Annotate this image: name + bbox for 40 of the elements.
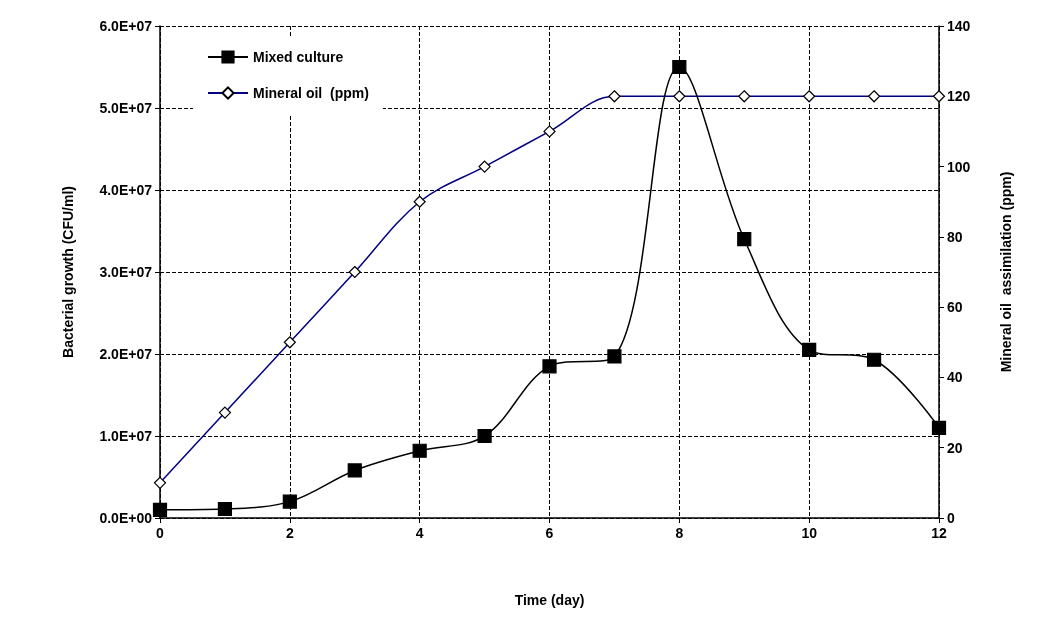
y-tick-label: 6.0E+07 bbox=[99, 18, 153, 34]
y2-tick-label: 120 bbox=[947, 88, 971, 105]
x-axis-title: Time (day) bbox=[514, 592, 585, 608]
point bbox=[477, 428, 492, 444]
point bbox=[866, 352, 882, 367]
y2-tick-label: 60 bbox=[947, 299, 963, 316]
point bbox=[931, 420, 947, 435]
point bbox=[607, 349, 622, 364]
x-tick-label: 10 bbox=[801, 525, 818, 541]
y2-axis-title: Mineral oil assimilation (ppm) bbox=[998, 171, 1014, 373]
x-tick-label: 2 bbox=[285, 525, 294, 541]
y2-tick-label: 20 bbox=[947, 439, 963, 456]
y2-tick-label: 100 bbox=[947, 158, 971, 175]
point bbox=[672, 59, 687, 75]
legend-label: Mineral oil (ppm) bbox=[253, 85, 369, 101]
y-tick-label: 5.0E+07 bbox=[99, 100, 153, 116]
y-tick-label: 1.0E+07 bbox=[99, 428, 153, 444]
x-tick-label: 6 bbox=[545, 525, 554, 541]
y-tick-label: 2.0E+07 bbox=[99, 346, 153, 362]
y2-tick-label: 80 bbox=[947, 228, 963, 245]
x-tick-label: 12 bbox=[931, 525, 947, 541]
x-tick-label: 4 bbox=[415, 525, 424, 541]
y2-tick-label: 140 bbox=[947, 18, 971, 34]
x-tick-label: 8 bbox=[675, 525, 684, 541]
point bbox=[737, 232, 752, 247]
y2-tick-label: 0 bbox=[947, 510, 955, 526]
point bbox=[282, 494, 297, 509]
x-tick-label: 0 bbox=[156, 525, 165, 541]
point bbox=[802, 342, 817, 357]
point bbox=[542, 359, 557, 374]
legend-label: Mixed culture bbox=[253, 49, 344, 65]
y-tick-label: 3.0E+07 bbox=[99, 264, 153, 280]
y-axis-title: Bacterial growth (CFU/ml) bbox=[60, 186, 76, 358]
point bbox=[152, 502, 168, 517]
y-tick-label: 0.0E+00 bbox=[99, 510, 153, 526]
point bbox=[347, 463, 362, 478]
point bbox=[412, 443, 427, 458]
point bbox=[217, 501, 233, 517]
y2-tick-label: 40 bbox=[947, 369, 963, 386]
y-tick-label: 4.0E+07 bbox=[99, 182, 153, 198]
